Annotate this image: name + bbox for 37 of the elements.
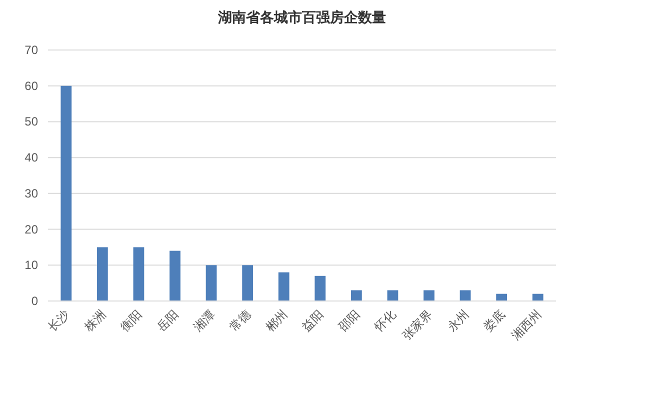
bar [96,247,108,301]
x-tick-label: 邵阳 [336,307,363,334]
y-tick-label: 40 [24,150,38,165]
x-tick-label: 湘西州 [508,307,544,343]
bar [350,290,362,301]
bar [314,276,326,301]
x-tick-label: 张家界 [400,307,436,343]
x-tick-label: 长沙 [45,307,72,334]
bar [460,290,471,301]
y-tick-label: 60 [24,78,38,93]
x-tick-label: 娄底 [480,307,508,334]
bar [60,86,72,301]
bar [170,250,180,301]
y-tick-label: 50 [24,114,38,129]
bar [532,294,544,301]
bar [278,272,290,301]
x-tick-label: 湘潭 [190,307,218,334]
x-tick-label: 益阳 [299,307,326,334]
x-tick-label: 怀化 [371,307,399,335]
x-tick-label: 常德 [226,307,254,334]
bar [133,247,144,301]
bar [387,290,398,301]
x-tick-label: 衡阳 [118,307,145,334]
y-tick-label: 0 [31,294,38,308]
bar [424,290,434,301]
y-tick-label: 70 [24,43,38,57]
bar [242,265,254,301]
bar [206,265,217,301]
y-tick-label: 10 [24,258,38,272]
y-tick-label: 30 [24,186,38,200]
x-tick-label: 株洲 [80,307,109,335]
bar [496,294,508,301]
chart-title: 湖南省各城市百强房企数量 [217,9,386,25]
y-tick-label: 20 [24,222,38,236]
x-tick-label: 永州 [444,307,472,334]
x-tick-label: 郴州 [263,307,290,334]
x-tick-label: 岳阳 [154,307,182,334]
